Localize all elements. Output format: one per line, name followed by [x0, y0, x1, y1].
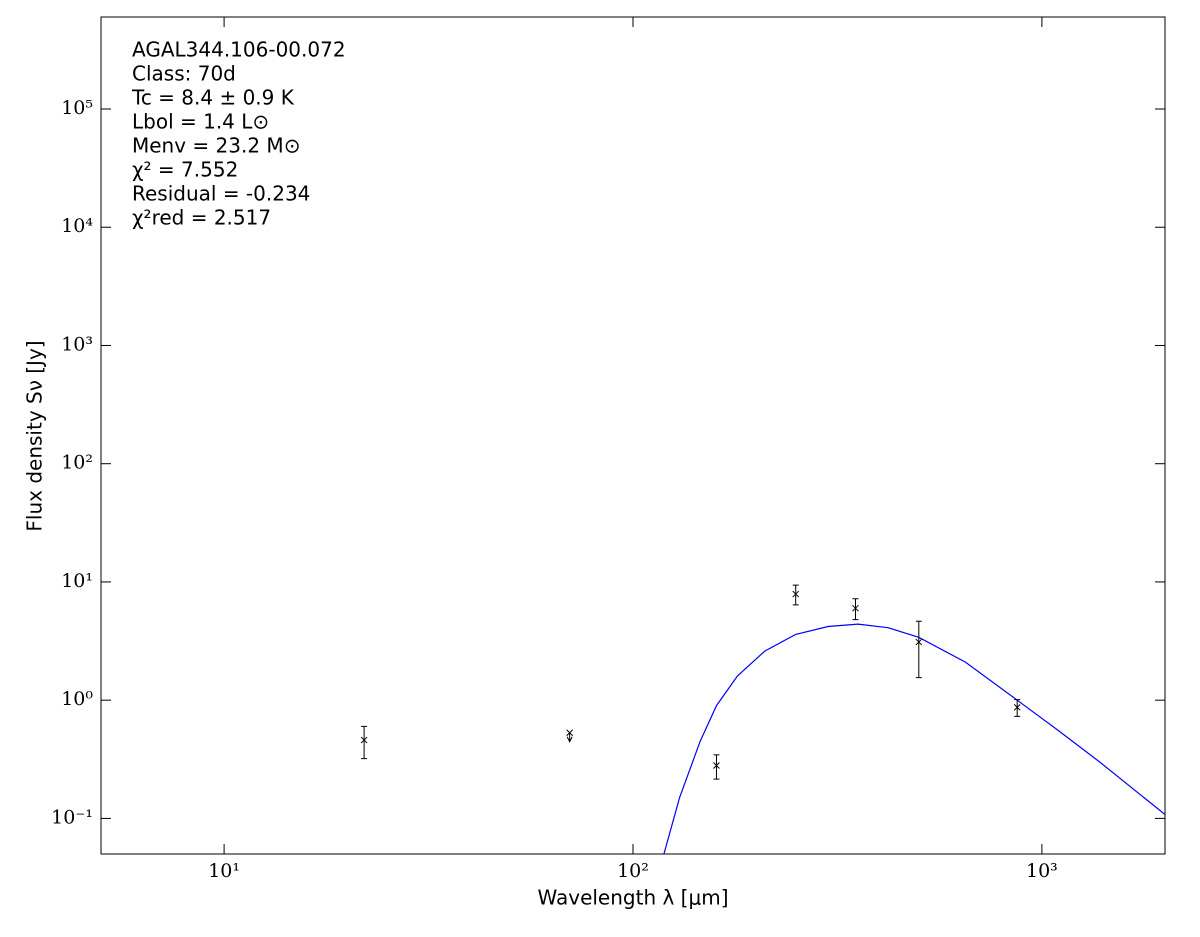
- error-bar: [792, 584, 799, 606]
- data-point: [713, 762, 720, 769]
- error-bar: [713, 754, 720, 780]
- data-point: [360, 736, 368, 744]
- y-tick-label: 10⁴: [61, 215, 93, 237]
- data-point: [1013, 703, 1021, 711]
- error-bar: [361, 725, 368, 760]
- upper-limit-arrow: [566, 732, 573, 743]
- error-bar: [915, 620, 922, 679]
- annotation: χ²red = 2.517: [132, 206, 271, 230]
- y-tick-label: 10⁵: [61, 97, 93, 119]
- x-tick-label: 10³: [1026, 860, 1058, 882]
- annotation: AGAL344.106-00.072: [132, 38, 346, 62]
- annotation: Lbol = 1.4 L⊙: [132, 110, 269, 134]
- x-tick-label: 10²: [617, 860, 649, 882]
- data-point: [566, 729, 574, 737]
- annotation: Menv = 23.2 M⊙: [132, 134, 300, 158]
- x-axis-label: Wavelength λ [μm]: [537, 886, 728, 910]
- y-tick-label: 10⁻¹: [51, 806, 93, 828]
- y-tick-label: 10²: [61, 452, 93, 474]
- y-tick-label: 10³: [61, 333, 93, 355]
- data-point: [792, 590, 800, 598]
- data-point: [852, 604, 859, 612]
- annotation: Class: 70d: [132, 62, 236, 86]
- data-point: [915, 638, 923, 646]
- x-tick-label: 10¹: [208, 860, 240, 882]
- y-tick-label: 10⁰: [61, 688, 93, 710]
- annotation: Tc = 8.4 ± 0.9 K: [131, 86, 295, 110]
- error-bar: [852, 598, 859, 621]
- annotation: χ² = 7.552: [132, 158, 238, 182]
- y-axis-label: Flux density Sν [Jy]: [23, 340, 47, 531]
- model-curve: [663, 623, 1165, 854]
- y-tick-label: 10¹: [61, 570, 93, 592]
- annotation: Residual = -0.234: [132, 182, 310, 206]
